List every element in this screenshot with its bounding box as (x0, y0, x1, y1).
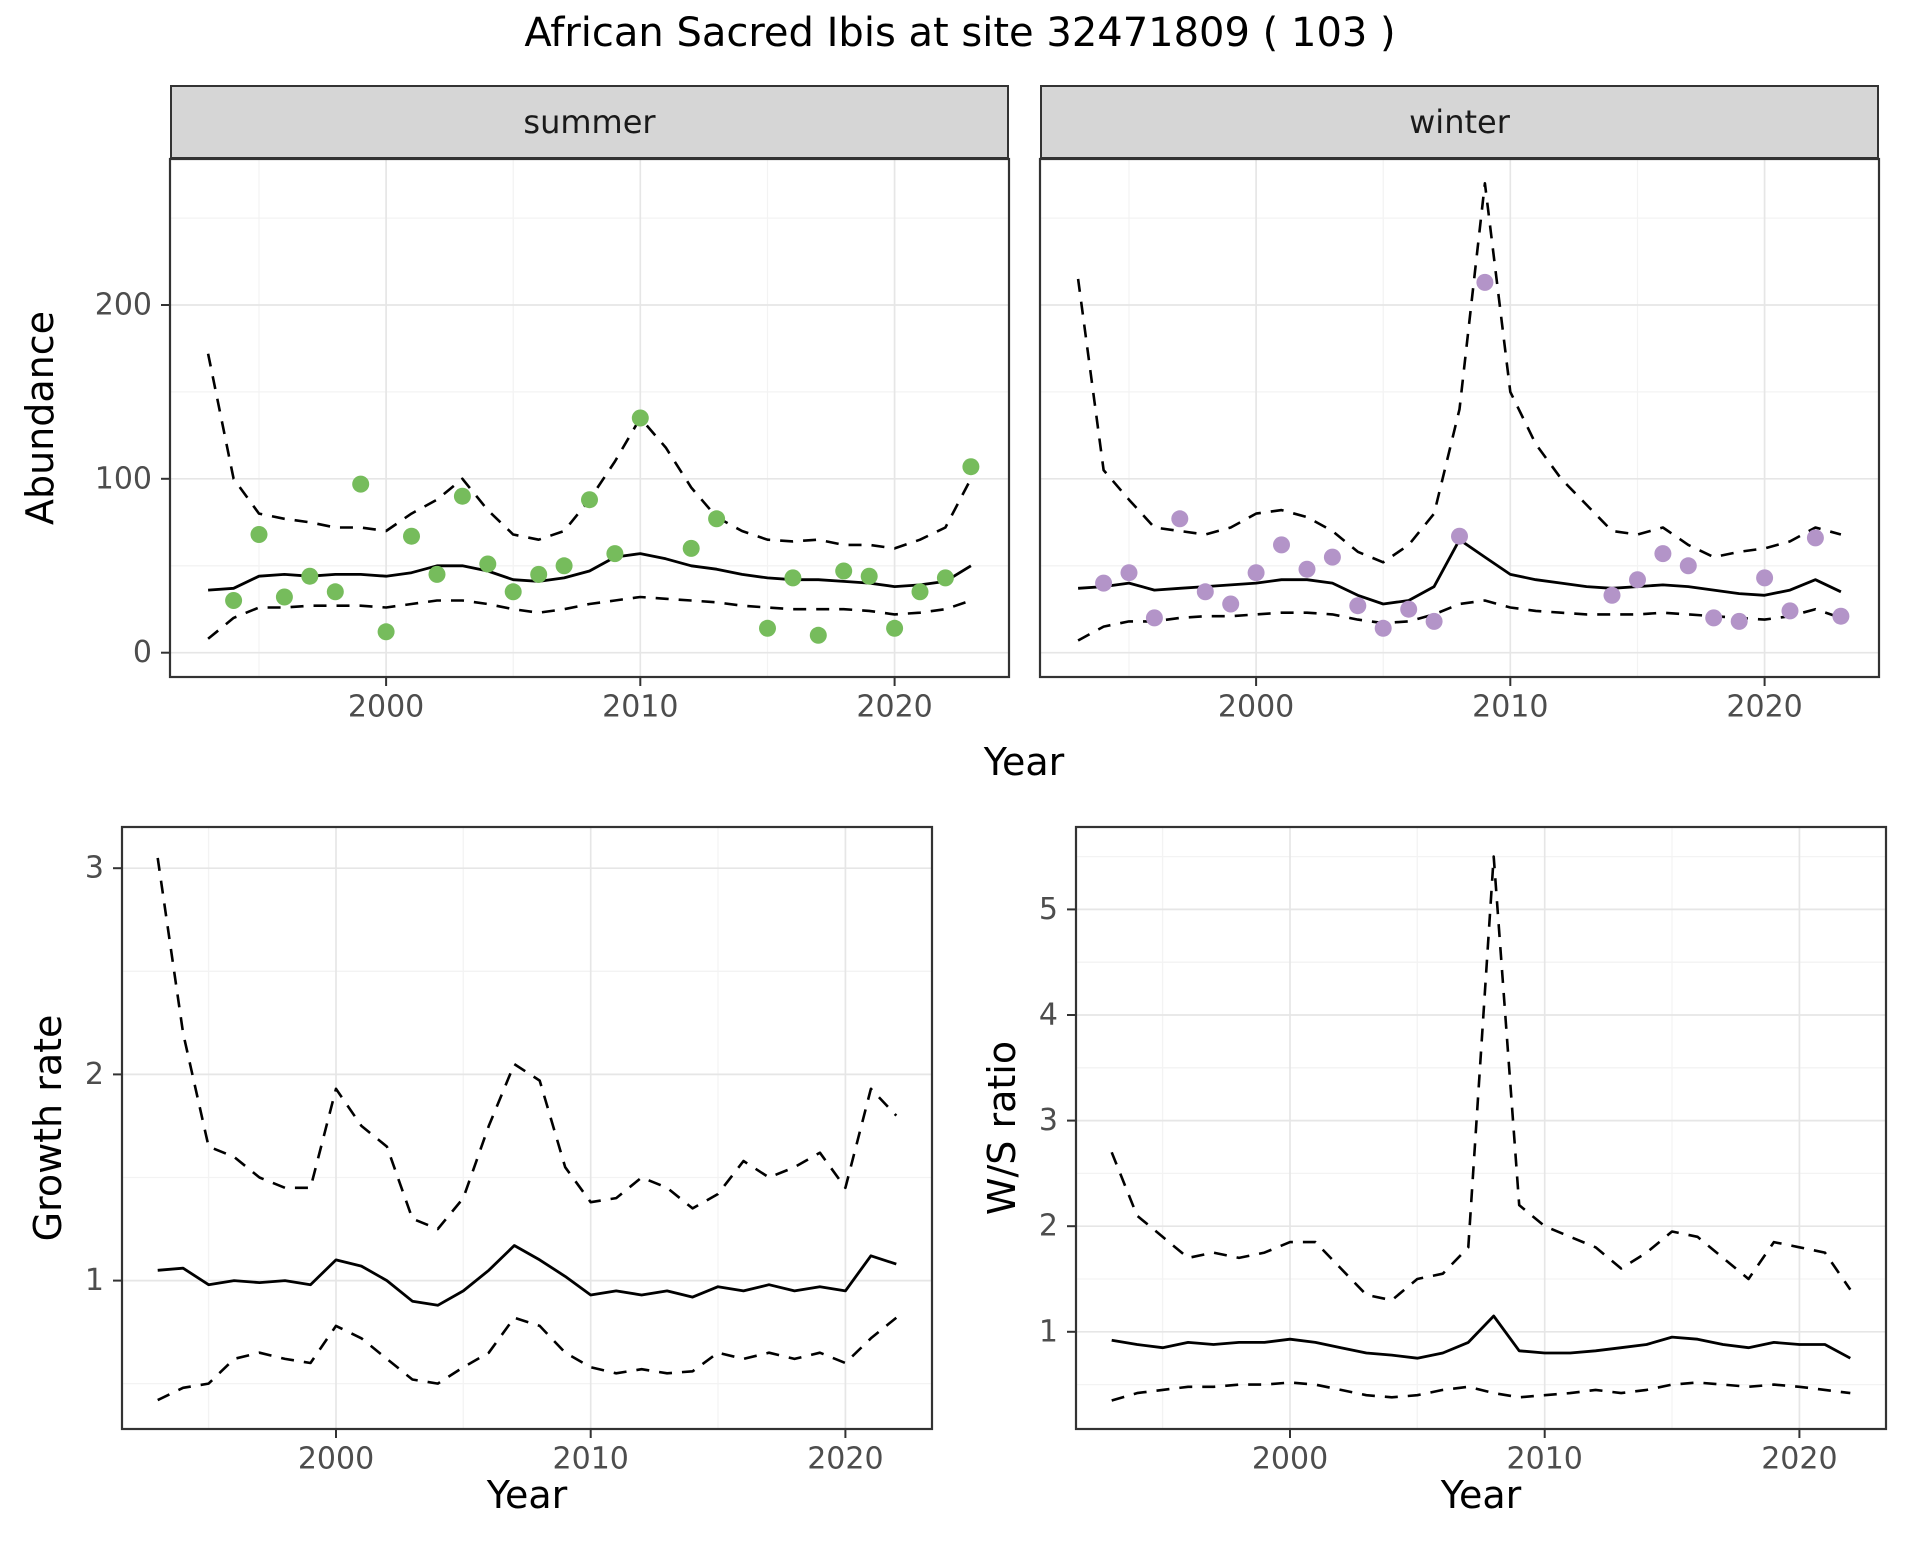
panel-ws_ratio: 2000 2010 2020 1 2 3 4 5 (1039, 825, 1888, 1477)
ws-ratio-axis-label: W/S ratio (980, 1040, 1024, 1216)
svg-text:100: 100 (95, 461, 152, 496)
svg-text:5: 5 (1039, 892, 1058, 927)
svg-text:2000: 2000 (348, 690, 424, 725)
svg-text:3: 3 (1039, 1103, 1058, 1138)
panel-abundance_summer: 2000 2010 2020 0 100 200 (95, 157, 1011, 725)
facet-strip-summer-label: summer (523, 103, 656, 141)
svg-text:200: 200 (95, 288, 152, 323)
svg-text:2000: 2000 (298, 1442, 374, 1477)
svg-text:1: 1 (85, 1263, 104, 1298)
svg-text:1: 1 (1039, 1314, 1058, 1349)
svg-text:0: 0 (133, 635, 152, 670)
svg-text:2010: 2010 (602, 690, 678, 725)
facet-strip-summer: summer (170, 85, 1009, 159)
svg-text:2010: 2010 (553, 1442, 629, 1477)
year-axis-label-ws: Year (1440, 1473, 1522, 1517)
svg-text:2020: 2020 (1726, 690, 1802, 725)
svg-text:4: 4 (1039, 998, 1058, 1033)
svg-text:2: 2 (85, 1057, 104, 1092)
facet-strip-winter-label: winter (1409, 103, 1510, 141)
svg-text:2020: 2020 (1761, 1442, 1837, 1477)
svg-text:2010: 2010 (1472, 690, 1548, 725)
year-axis-label-top: Year (983, 740, 1065, 784)
svg-text:2020: 2020 (856, 690, 932, 725)
svg-text:2020: 2020 (807, 1442, 883, 1477)
figure-title: African Sacred Ibis at site 32471809 ( 1… (524, 10, 1396, 56)
panel-abundance_winter: 2000 2010 2020 (1038, 157, 1881, 725)
year-axis-label-growth: Year (486, 1473, 568, 1517)
svg-text:2: 2 (1039, 1209, 1058, 1244)
svg-text:2010: 2010 (1507, 1442, 1583, 1477)
growth-rate-axis-label: Growth rate (26, 1014, 70, 1242)
panel-growth_rate: 2000 2010 2020 1 2 3 (85, 825, 934, 1477)
abundance-axis-label: Abundance (18, 310, 62, 526)
svg-text:2000: 2000 (1252, 1442, 1328, 1477)
facet-strip-winter: winter (1040, 85, 1879, 159)
svg-text:2000: 2000 (1218, 690, 1294, 725)
svg-text:3: 3 (85, 851, 104, 886)
